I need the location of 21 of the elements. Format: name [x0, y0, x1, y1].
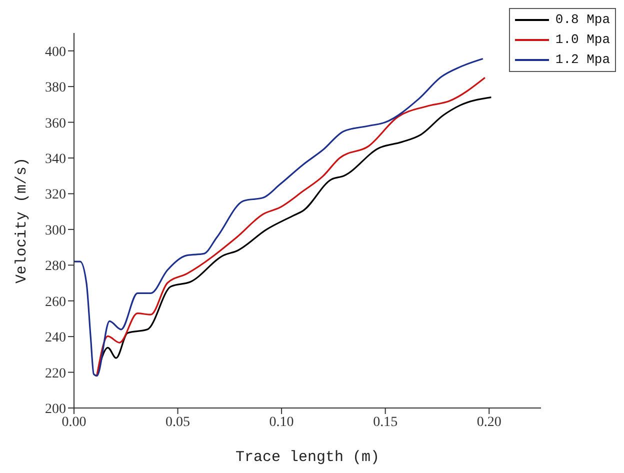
y-tick-label: 260 [45, 294, 66, 310]
y-tick-label: 280 [45, 259, 66, 274]
legend-label: 0.8 Mpa [555, 11, 610, 29]
legend-label: 1.2 Mpa [555, 51, 610, 69]
x-tick-label: 0.10 [269, 414, 294, 430]
y-tick-label: 360 [45, 116, 66, 132]
y-tick-label: 400 [45, 44, 66, 60]
y-tick-label: 240 [45, 330, 66, 346]
x-tick-label: 0.05 [166, 414, 190, 430]
y-tick-label: 380 [45, 80, 66, 96]
y-tick-label: 220 [45, 366, 66, 382]
x-tick-label: 0.00 [62, 414, 86, 430]
y-tick-label: 200 [45, 402, 66, 417]
y-axis-title: Velocity (m/s) [13, 157, 30, 284]
y-tick-label: 320 [45, 188, 66, 203]
y-tick-label: 300 [45, 223, 66, 238]
legend-label: 1.0 Mpa [555, 31, 610, 49]
y-tick-label: 340 [45, 152, 66, 167]
x-tick-label: 0.20 [476, 414, 502, 430]
x-axis-title: Trace length (m) [235, 449, 380, 466]
x-tick-label: 0.15 [373, 414, 398, 430]
